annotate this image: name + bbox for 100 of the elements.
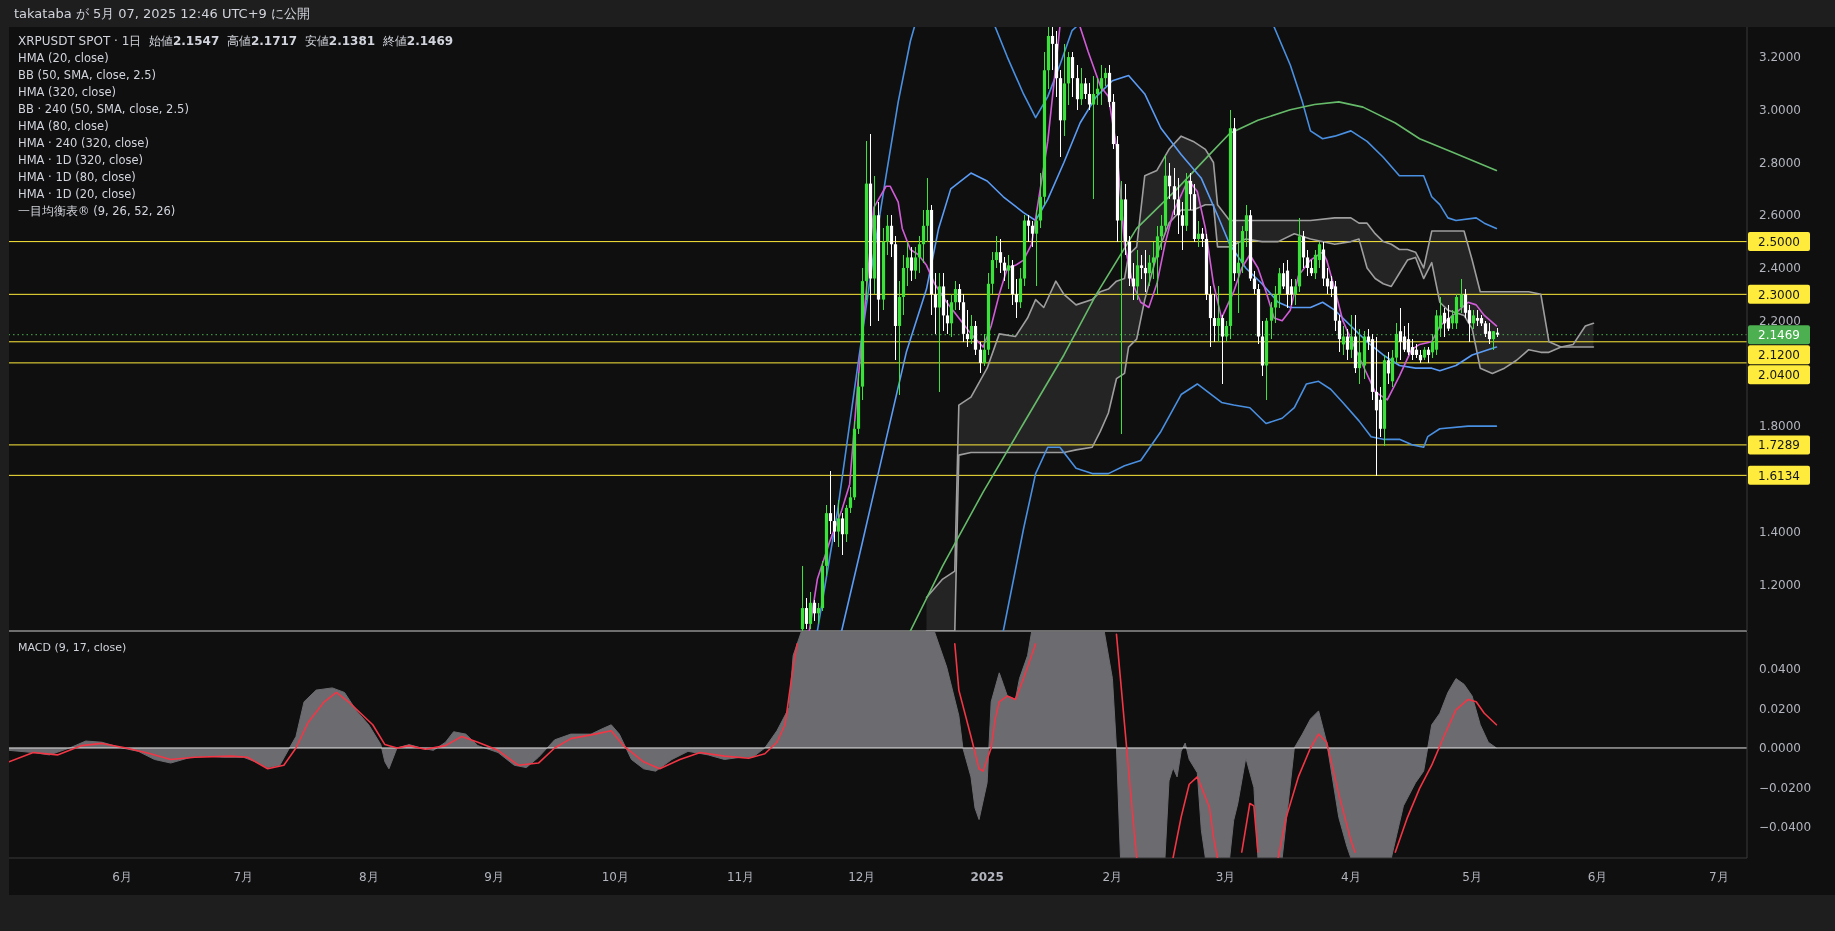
candlestick (998, 238, 1003, 274)
candlestick (800, 565, 805, 631)
annotation: HMA · 1D (80, close) (18, 169, 137, 186)
candlestick (1176, 177, 1181, 235)
candlestick (1119, 180, 1124, 435)
candlestick (1471, 309, 1476, 330)
candlestick (982, 333, 987, 367)
x-tick-label: 6月 (112, 870, 132, 884)
candlestick (1281, 262, 1286, 290)
candlestick (1087, 82, 1092, 111)
candlestick (889, 214, 894, 259)
annotation: HMA (20, close) (18, 50, 110, 67)
candlestick (978, 341, 983, 375)
candlestick (1410, 338, 1415, 361)
y-tick-label: 2.6000 (1759, 208, 1801, 223)
candlestick (1357, 328, 1362, 385)
text: MACD (9, 17, close) (18, 641, 127, 654)
ref-line-label: 2.1200 (1758, 348, 1800, 363)
candlestick (1317, 241, 1322, 269)
ref-line-label: 2.0400 (1758, 368, 1800, 383)
candlestick (1293, 277, 1298, 306)
y-tick-label: 2.8000 (1759, 155, 1801, 170)
candlestick (1349, 314, 1354, 359)
candlestick (1386, 351, 1391, 385)
candlestick (1301, 230, 1306, 269)
candlestick (804, 596, 809, 630)
candlestick (909, 246, 914, 282)
x-tick-label: 12月 (848, 870, 876, 884)
candlestick (1099, 64, 1104, 106)
ref-line-label: 1.7289 (1758, 438, 1800, 453)
candlestick (949, 293, 954, 338)
candlestick (1406, 322, 1411, 356)
annotation: HMA (80, close) (18, 118, 110, 135)
candlestick (990, 251, 995, 295)
candlestick (828, 470, 833, 535)
candlestick (933, 272, 938, 335)
y-tick-label: 2.2000 (1759, 313, 1801, 328)
candlestick (1446, 304, 1451, 332)
line-series (1002, 380, 1498, 631)
x-tick-label: 8月 (358, 870, 379, 884)
candlestick (1188, 172, 1193, 211)
candlestick (1002, 256, 1007, 282)
candlestick (1491, 330, 1496, 351)
candlestick (1305, 248, 1310, 277)
y-tick-label: 2.4000 (1759, 261, 1801, 276)
annotation: HMA (320, close) (18, 84, 117, 101)
text: takataba が 5月 07, 2025 12:46 UTC+9 に公開 (14, 5, 310, 22)
candlestick (1463, 288, 1468, 319)
x-tick-label: 9月 (484, 870, 504, 884)
annotation: HMA · 240 (320, close) (18, 135, 150, 152)
candlestick (1224, 320, 1229, 343)
candlestick (808, 591, 813, 630)
y-tick-label: 0.0200 (1759, 701, 1801, 716)
ref-line-label: 2.3000 (1758, 287, 1800, 302)
candlestick (945, 299, 950, 335)
candlestick (1216, 285, 1221, 343)
y-tick-label: 0.0400 (1759, 661, 1801, 676)
candlestick (1050, 27, 1055, 71)
x-tick-label: 7月 (233, 870, 254, 884)
ref-line-label: 1.6134 (1758, 468, 1800, 483)
x-tick-label: 4月 (1341, 870, 1361, 884)
candlestick (1374, 335, 1379, 477)
candlestick (1139, 254, 1144, 280)
candlestick (1285, 259, 1290, 309)
candlestick (1390, 349, 1395, 388)
annotation: HMA · 1D (320, close) (18, 152, 145, 169)
candlestick (917, 235, 922, 274)
x-tick-label: 11月 (726, 870, 755, 884)
annotation: BB (50, SMA, close, 2.5) (18, 67, 157, 84)
x-tick-label: 3月 (1215, 870, 1236, 884)
candlestick (1070, 51, 1075, 98)
y-tick-label: −0.0200 (1759, 780, 1812, 795)
x-tick-label: 7月 (1708, 870, 1729, 884)
ref-line-label: 2.5000 (1758, 234, 1800, 249)
candlestick (885, 214, 890, 256)
y-tick-label: 1.8000 (1759, 419, 1801, 434)
candlestick (1345, 328, 1350, 361)
x-tick-label: 6月 (1587, 870, 1608, 884)
candlestick (913, 246, 918, 280)
candlestick (1018, 267, 1023, 309)
y-tick-label: 0.0000 (1759, 741, 1801, 756)
candlestick (1277, 267, 1282, 309)
annotation: BB · 240 (50, SMA, close, 2.5) (18, 101, 190, 118)
candlestick (905, 241, 910, 288)
ref-line-label: 2.1469 (1758, 328, 1800, 343)
candlestick (832, 504, 837, 543)
candlestick (1398, 306, 1403, 361)
candlestick (1459, 277, 1464, 314)
candlestick (937, 272, 942, 393)
y-tick-label: 1.4000 (1759, 524, 1801, 539)
candlestick (973, 320, 978, 356)
annotation: 一目均衡表® (9, 26, 52, 26) (18, 203, 177, 220)
candlestick (953, 280, 958, 311)
annotation: HMA · 1D (20, close) (18, 186, 137, 203)
candlestick (1135, 248, 1140, 301)
candlestick (1273, 285, 1278, 324)
candlestick (848, 486, 853, 514)
candlestick (1172, 167, 1177, 216)
candlestick (1014, 277, 1019, 319)
y-tick-label: 3.2000 (1759, 50, 1801, 65)
